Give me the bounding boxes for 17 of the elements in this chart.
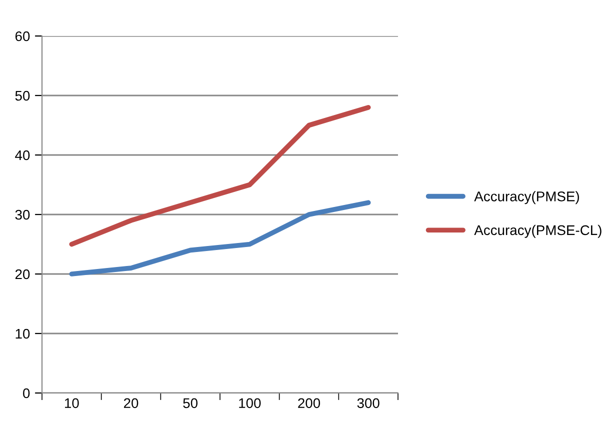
x-tick-label: 50	[183, 398, 198, 408]
x-tick-label: 200	[298, 398, 320, 408]
y-tick-label: 20	[15, 269, 30, 280]
x-tick-label: 10	[65, 398, 79, 408]
legend-label: Accuracy(PMSE-CL)	[474, 224, 602, 238]
y-tick-label: 30	[15, 210, 30, 220]
legend-label: Accuracy(PMSE)	[474, 191, 579, 204]
y-tick-label: 0	[23, 388, 30, 398]
x-tick-label: 300	[357, 398, 380, 408]
x-tick-label: 100	[239, 398, 261, 408]
y-tick-label: 40	[15, 150, 30, 160]
line-series	[69, 200, 371, 276]
x-tick-label: 20	[124, 398, 138, 408]
y-tick-label: 10	[16, 328, 30, 339]
y-tick-label: 60	[15, 31, 30, 42]
y-tick-label: 50	[15, 90, 30, 101]
line-series	[69, 104, 371, 247]
